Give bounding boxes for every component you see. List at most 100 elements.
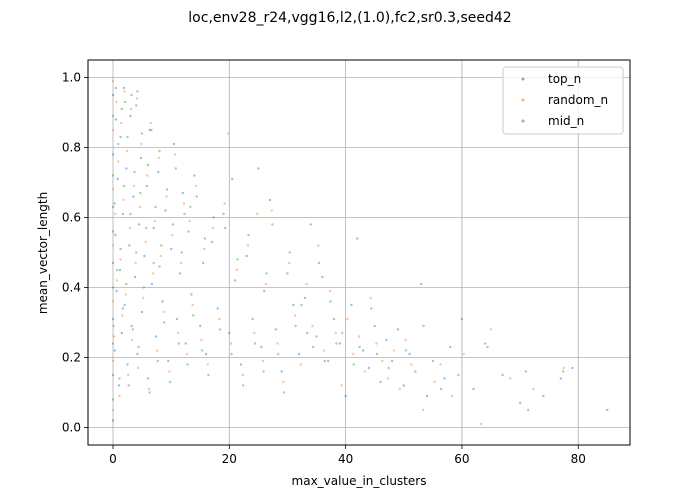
data-point [111,205,115,209]
data-point [111,286,115,289]
x-axis-label: max_value_in_clusters [292,474,427,488]
data-point [111,230,115,233]
data-point [159,254,162,258]
data-point [562,366,565,370]
data-point [402,384,405,387]
y-tick-label: 1.0 [62,71,81,85]
data-point [203,237,207,240]
data-point [299,363,303,366]
data-point [132,184,136,188]
data-point [140,132,144,135]
data-point [282,380,285,384]
data-point [280,370,283,373]
data-point [194,184,198,188]
data-point [571,366,574,370]
data-point [111,153,115,156]
data-point [253,331,256,335]
data-point [162,321,166,324]
data-point [180,251,183,254]
data-point [128,226,132,230]
data-point [274,328,278,331]
data-point [239,363,243,366]
data-point [326,359,330,363]
data-point [387,366,390,370]
data-point [317,261,321,265]
data-point [115,100,118,104]
series-top-n [111,86,609,422]
data-point [182,202,186,205]
data-point [282,391,286,394]
data-point [293,314,297,317]
legend-label: random_n [548,93,608,107]
data-point [147,387,151,391]
data-point [340,384,343,387]
data-point [246,244,250,247]
data-point [486,345,489,349]
data-point [125,149,129,153]
data-point [123,90,126,93]
data-point [433,380,436,384]
y-tick-label: 0.2 [62,351,81,365]
data-point [124,100,127,104]
data-point [489,328,493,331]
data-point [129,114,132,118]
data-point [542,394,545,398]
data-point [260,345,263,349]
data-point [146,377,150,380]
y-tick-label: 0.8 [62,141,81,155]
data-point [121,307,125,310]
data-point [181,191,184,195]
data-point [373,324,376,328]
data-point [156,359,159,363]
data-point [140,142,143,146]
data-point [261,359,265,363]
data-point [231,177,234,181]
data-point [158,149,161,153]
data-point [346,317,349,321]
data-point [136,352,139,356]
data-point [167,359,170,363]
data-point [235,268,239,272]
data-point [367,366,371,370]
data-point [130,324,133,328]
data-point [335,342,338,345]
data-point [142,286,146,289]
data-point [138,205,141,209]
data-point [122,198,125,202]
data-point [143,254,146,258]
data-point [137,345,140,349]
data-point [390,359,394,363]
data-point [501,373,504,377]
x-tick-label: 0 [109,452,117,466]
legend-label: top_n [548,72,581,86]
data-point [111,373,115,377]
data-point [178,272,182,275]
data-point [111,419,115,422]
data-point [358,345,361,349]
data-point [206,363,209,366]
data-point [158,265,161,268]
data-point [472,387,475,391]
data-point [518,401,522,405]
data-point [152,261,155,265]
data-point [188,219,191,223]
data-point [226,132,230,135]
data-point [369,296,372,300]
data-point [140,310,144,314]
data-point [606,408,609,412]
data-point [350,303,353,307]
data-point [165,195,168,198]
x-tick-label: 20 [222,452,237,466]
data-point [111,128,115,132]
data-point [116,177,119,181]
data-point [532,387,535,391]
data-point [460,317,464,321]
data-point [120,331,123,335]
data-point [218,328,222,331]
data-point [125,282,128,286]
data-point [168,370,171,373]
data-point [288,251,291,254]
data-point [212,216,215,219]
data-point [300,303,303,307]
data-point [111,114,115,118]
